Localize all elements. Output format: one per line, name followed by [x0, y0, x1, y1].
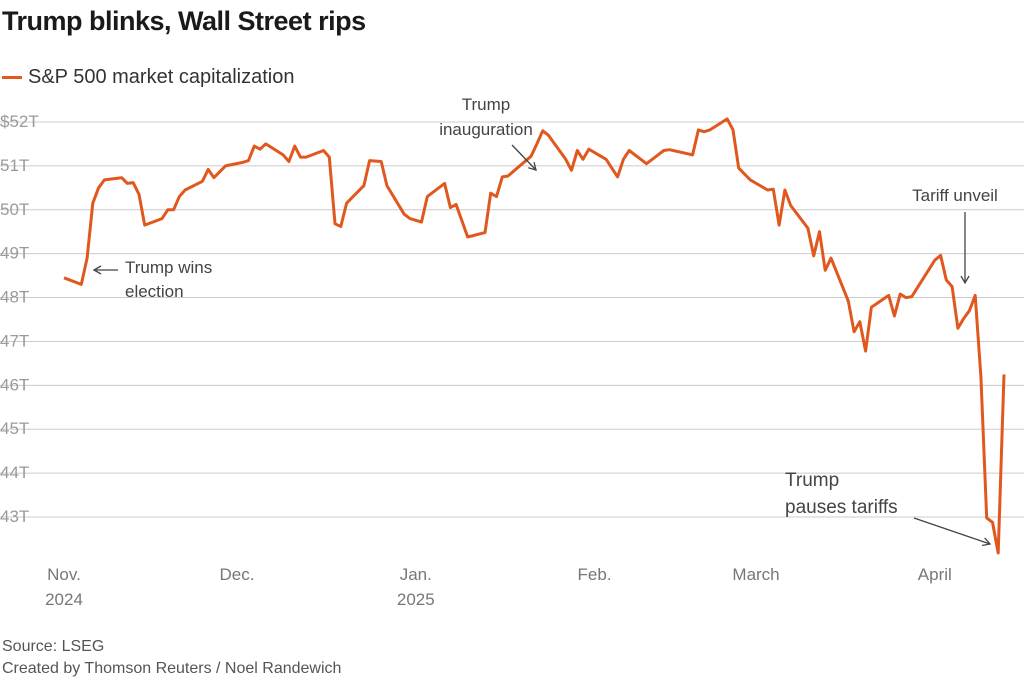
y-tick-label: 44T: [0, 463, 29, 482]
x-tick-label: March: [732, 565, 779, 584]
source-note: Source: LSEG: [2, 638, 105, 655]
legend: S&P 500 market capitalization: [2, 66, 294, 89]
y-tick-label: 45T: [0, 419, 29, 438]
series-layer: [63, 117, 1006, 555]
chart-title: Trump blinks, Wall Street rips: [2, 6, 366, 36]
annotation-label: Trump wins: [125, 258, 212, 277]
series-line: [63, 117, 1006, 555]
credit-note: Created by Thomson Reuters / Noel Randew…: [2, 660, 342, 677]
x-tick-label: Nov.: [47, 565, 81, 584]
annotation-label: election: [125, 282, 184, 301]
legend-label: S&P 500 market capitalization: [28, 66, 295, 88]
annotation-arrow: [511, 144, 537, 171]
annotations-layer: Trump wins election Trump inauguration Tarif…: [92, 95, 998, 547]
annotation-label: pauses tariffs: [785, 497, 898, 518]
legend-line-swatch: [2, 76, 22, 79]
x-tick-label: Feb.: [578, 565, 612, 584]
annotation-label: Tariff unveil: [912, 186, 998, 205]
annotation-label: inauguration: [439, 120, 533, 139]
x-tick-label: Jan.: [400, 565, 432, 584]
line-chart: $52T 51T 50T 49T 48T 47T 46T 45T 44T 43T Nov. 2024…: [0, 95, 1024, 609]
y-tick-label: 43T: [0, 507, 29, 526]
y-tick-label: 46T: [0, 375, 29, 394]
y-axis-ticks: $52T 51T 50T 49T 48T 47T 46T 45T 44T 43T: [0, 112, 39, 526]
x-tick-label: April: [918, 565, 952, 584]
y-tick-label: $52T: [0, 112, 39, 131]
x-tick-year: 2024: [45, 590, 83, 609]
annotation-arrow: [913, 517, 992, 547]
gridlines: [0, 121, 1024, 518]
y-tick-label: 51T: [0, 156, 29, 175]
y-tick-label: 47T: [0, 331, 29, 350]
y-tick-label: 49T: [0, 244, 29, 263]
annotation-label: Trump: [462, 95, 511, 114]
x-tick-label: Dec.: [220, 565, 255, 584]
y-tick-label: 48T: [0, 288, 29, 307]
x-axis-ticks: Nov. 2024 Dec. Jan. 2025 Feb. March April: [45, 565, 952, 609]
annotation-label: Trump: [785, 470, 839, 491]
x-tick-year: 2025: [397, 590, 435, 609]
y-tick-label: 50T: [0, 200, 29, 219]
